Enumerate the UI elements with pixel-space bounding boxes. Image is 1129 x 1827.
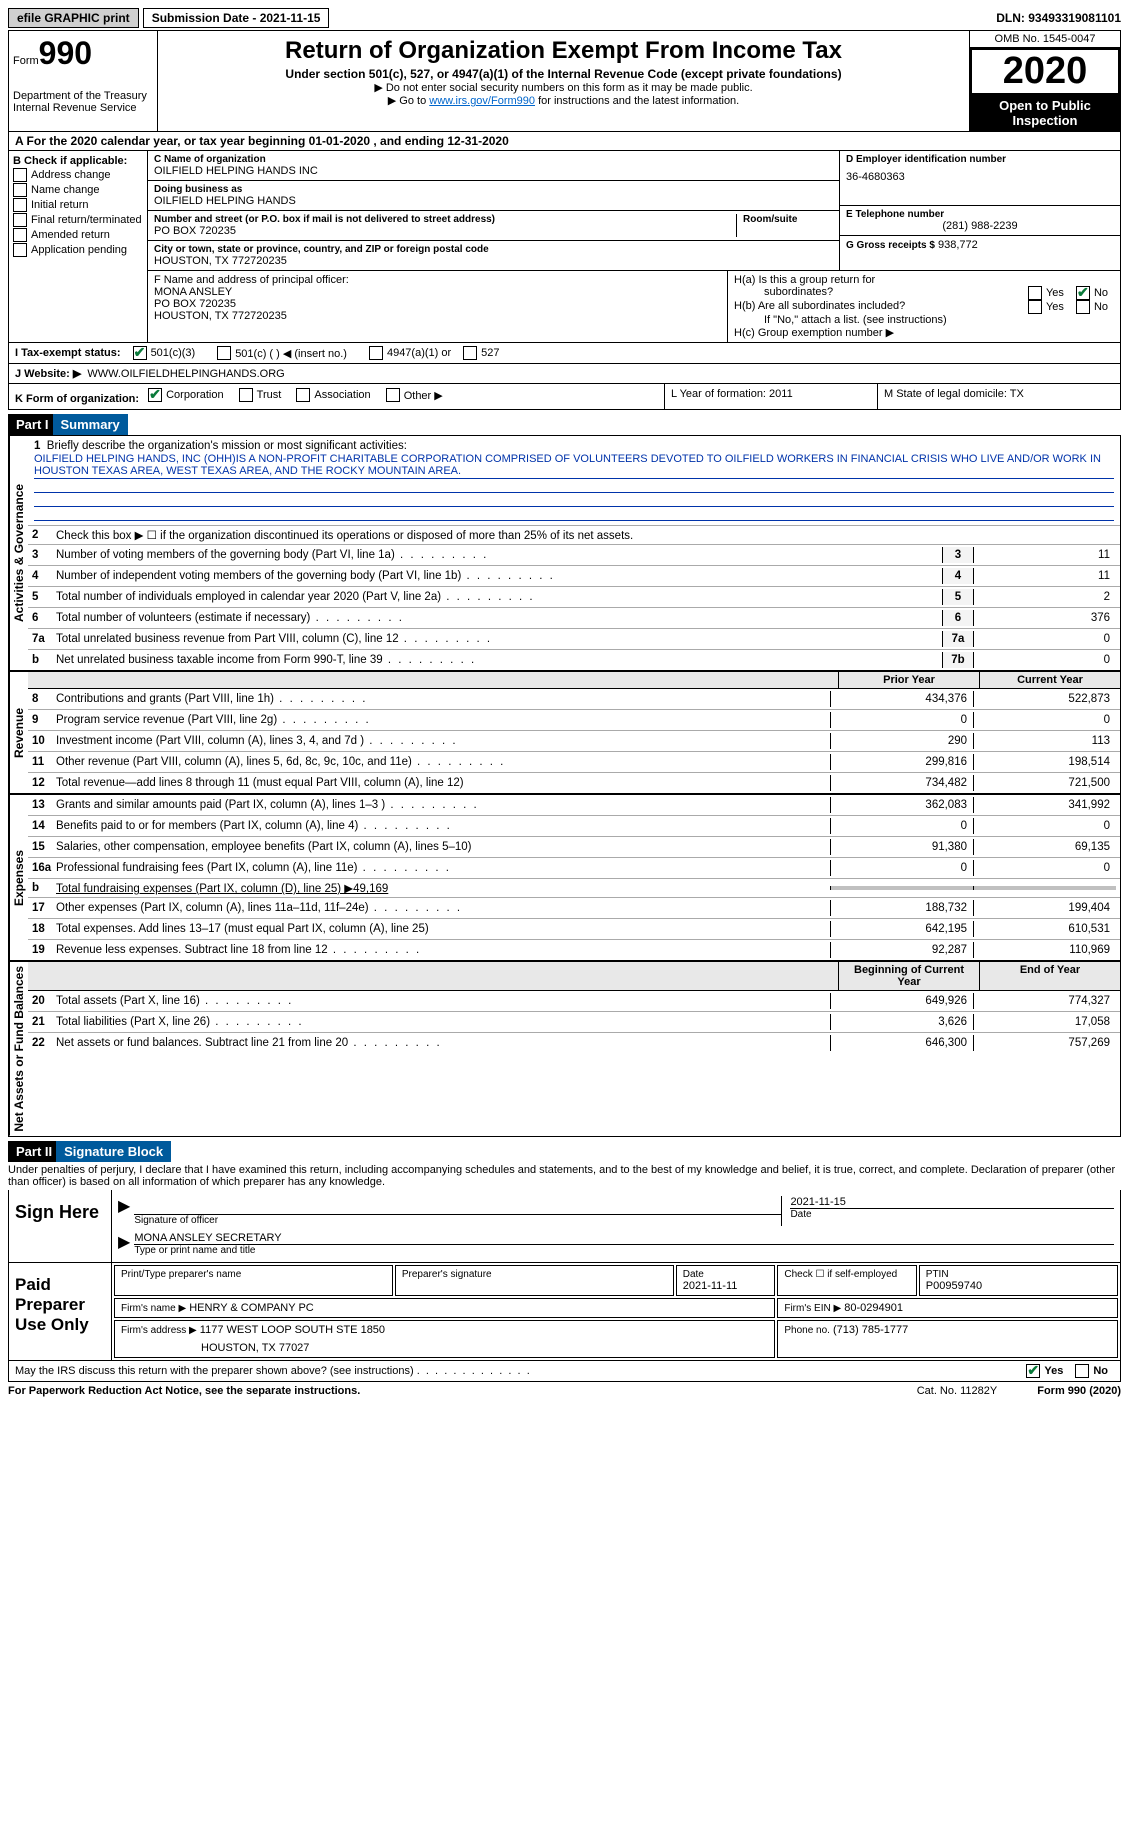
address-cell: Number and street (or P.O. box if mail i… [148,211,839,241]
summary-section: Activities & Governance 1 Briefly descri… [8,435,1121,1137]
city-cell: City or town, state or province, country… [148,241,839,270]
gross-receipts-cell: G Gross receipts $ 938,772 [840,236,1120,254]
part2-header: Part IISignature Block [8,1141,1121,1162]
submission-date-box: Submission Date - 2021-11-15 [143,8,330,28]
perjury-declaration: Under penalties of perjury, I declare th… [8,1162,1121,1190]
form-subtitle: Under section 501(c), 527, or 4947(a)(1)… [162,67,965,81]
box-b: B Check if applicable: Address change Na… [9,151,148,342]
side-expenses: Expenses [9,795,28,960]
goto-note: ▶ Go to www.irs.gov/Form990 for instruct… [162,94,965,107]
rows-ij: I Tax-exempt status: 501(c)(3) 501(c) ( … [8,343,1121,384]
top-bar: efile GRAPHIC print Submission Date - 20… [8,8,1121,28]
side-governance: Activities & Governance [9,436,28,670]
open-to-public: Open to PublicInspection [970,95,1120,131]
principal-officer: F Name and address of principal officer:… [148,271,728,342]
side-net-assets: Net Assets or Fund Balances [9,962,28,1136]
side-revenue: Revenue [9,672,28,793]
form-number: Form990 [13,35,153,72]
row-a-tax-year: A For the 2020 calendar year, or tax yea… [8,132,1121,151]
tax-year: 2020 [970,48,1120,95]
form-header: Form990 Department of the Treasury Inter… [8,30,1121,132]
dba-cell: Doing business as OILFIELD HELPING HANDS [148,181,839,211]
org-name-cell: C Name of organization OILFIELD HELPING … [148,151,839,181]
discuss-row: May the IRS discuss this return with the… [8,1361,1121,1382]
dept-treasury: Department of the Treasury [13,90,153,102]
preparer-table: Print/Type preparer's name Preparer's si… [112,1263,1120,1360]
row-klm: K Form of organization: Corporation Trus… [8,384,1121,410]
ssn-note: ▶ Do not enter social security numbers o… [162,81,965,94]
part1-header: Part ISummary [8,414,1121,435]
signature-block: Sign Here ▶ Signature of officer 2021-11… [8,1190,1121,1361]
phone-cell: E Telephone number (281) 988-2239 [840,206,1120,236]
mission-text: OILFIELD HELPING HANDS, INC (OHH)IS A NO… [34,452,1114,479]
efile-box: efile GRAPHIC print [8,8,139,28]
box-h: H(a) Is this a group return for subordin… [728,271,1120,342]
irs-link[interactable]: www.irs.gov/Form990 [429,95,535,107]
dln: DLN: 93493319081101 [996,11,1121,25]
footer-line: For Paperwork Reduction Act Notice, see … [8,1382,1121,1400]
irs-label: Internal Revenue Service [13,102,153,114]
ein-cell: D Employer identification number 36-4680… [840,151,1120,206]
header-grid: B Check if applicable: Address change Na… [8,151,1121,343]
sign-here-label: Sign Here [9,1190,112,1262]
form-title: Return of Organization Exempt From Incom… [162,37,965,65]
omb-number: OMB No. 1545-0047 [970,31,1120,48]
paid-preparer-label: Paid Preparer Use Only [9,1263,112,1360]
